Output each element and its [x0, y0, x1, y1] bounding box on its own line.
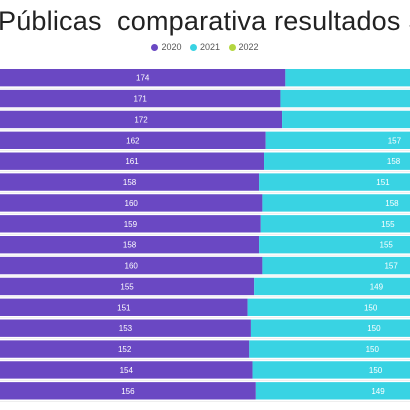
- value-label-2021-row-10: 157: [384, 262, 398, 271]
- legend-item-2022[interactable]: 2022: [228, 41, 259, 53]
- value-label-2020-row-10: 160: [125, 262, 139, 271]
- bar-2020-row-2[interactable]: [0, 89, 281, 108]
- value-label-2020-row-5: 161: [125, 157, 139, 166]
- value-label-2020-row-14: 152: [118, 345, 132, 354]
- value-label-2020-row-12: 151: [117, 303, 131, 312]
- legend-label-2021: 2021: [199, 42, 221, 52]
- bar-2021-row-9[interactable]: [259, 236, 410, 254]
- bar-2021-row-12[interactable]: [247, 298, 410, 316]
- value-label-2020-row-7: 160: [125, 199, 139, 208]
- value-label-2020-row-16: 156: [121, 387, 135, 396]
- bar-2020-row-13[interactable]: [0, 319, 251, 337]
- bar-2021-row-8[interactable]: [260, 215, 410, 233]
- bar-2020-row-7[interactable]: [0, 194, 263, 212]
- bar-2020-row-5[interactable]: [0, 152, 265, 170]
- value-label-2020-row-8: 159: [124, 220, 138, 229]
- bar-2020-row-1[interactable]: [0, 69, 286, 87]
- bar-2021-row-11[interactable]: [254, 277, 410, 296]
- chart-legend: 2020 2021 2022: [0, 41, 410, 53]
- bar-2020-row-11[interactable]: [0, 277, 255, 296]
- bar-2021-row-15[interactable]: [252, 361, 410, 379]
- value-label-2021-row-14: 150: [366, 345, 380, 354]
- value-label-2021-row-15: 150: [369, 366, 383, 375]
- bar-2021-row-13[interactable]: [250, 319, 410, 337]
- value-label-2021-row-5: 158: [387, 157, 401, 166]
- bar-2020-row-16[interactable]: [0, 382, 256, 400]
- value-label-2021-row-11: 149: [370, 282, 384, 291]
- legend-item-2020[interactable]: 2020: [151, 41, 181, 53]
- bar-2020-row-4[interactable]: [0, 131, 266, 149]
- value-label-2020-row-2: 171: [134, 95, 148, 104]
- value-label-2020-row-13: 153: [119, 324, 133, 333]
- bar-2021-row-16[interactable]: [255, 382, 410, 400]
- bar-2021-row-10[interactable]: [262, 256, 410, 275]
- value-label-2021-row-13: 150: [367, 324, 381, 333]
- bar-2020-row-12[interactable]: [0, 298, 248, 316]
- value-label-2021-row-16: 149: [371, 387, 385, 396]
- value-label-2020-row-1: 174: [136, 74, 150, 83]
- bar-2020-row-10[interactable]: [0, 256, 263, 275]
- value-label-2020-row-9: 158: [123, 241, 137, 250]
- chart-title: Públicas comparativa resultados Sab: [0, 6, 410, 36]
- legend-item-2021[interactable]: 2021: [189, 41, 221, 53]
- legend-label-2022: 2022: [238, 42, 259, 52]
- bar-2021-row-2[interactable]: [280, 89, 410, 108]
- bar-2020-row-6[interactable]: [0, 173, 260, 191]
- legend-swatch-2020: [151, 43, 159, 51]
- bar-2020-row-14[interactable]: [0, 340, 250, 358]
- bar-2021-row-1[interactable]: [285, 69, 410, 87]
- value-label-2020-row-4: 162: [126, 136, 140, 145]
- bar-2020-row-8[interactable]: [0, 215, 261, 233]
- value-label-2020-row-3: 172: [134, 115, 148, 124]
- bar-2020-row-15[interactable]: [0, 361, 253, 379]
- bar-2021-row-7[interactable]: [262, 194, 410, 212]
- bar-2020-row-3[interactable]: [0, 110, 283, 129]
- bar-2021-row-5[interactable]: [264, 152, 410, 170]
- legend-swatch-2022: [228, 43, 236, 51]
- bar-2021-row-6[interactable]: [259, 173, 410, 191]
- bar-2021-row-4[interactable]: [265, 131, 410, 149]
- value-label-2021-row-7: 158: [385, 199, 399, 208]
- value-label-2020-row-11: 155: [120, 282, 134, 291]
- value-label-2021-row-6: 151: [376, 178, 390, 187]
- bar-2021-row-3[interactable]: [282, 110, 410, 129]
- bar-2021-row-14[interactable]: [249, 340, 410, 358]
- legend-label-2020: 2020: [161, 42, 182, 52]
- value-label-2020-row-15: 154: [120, 366, 134, 375]
- bar-2020-row-9[interactable]: [0, 236, 260, 254]
- value-label-2021-row-8: 155: [381, 220, 395, 229]
- value-label-2021-row-12: 150: [364, 303, 378, 312]
- value-label-2021-row-4: 157: [388, 136, 402, 145]
- legend-swatch-2021: [189, 43, 197, 51]
- value-label-2020-row-6: 158: [123, 178, 137, 187]
- value-label-2021-row-9: 155: [380, 241, 394, 250]
